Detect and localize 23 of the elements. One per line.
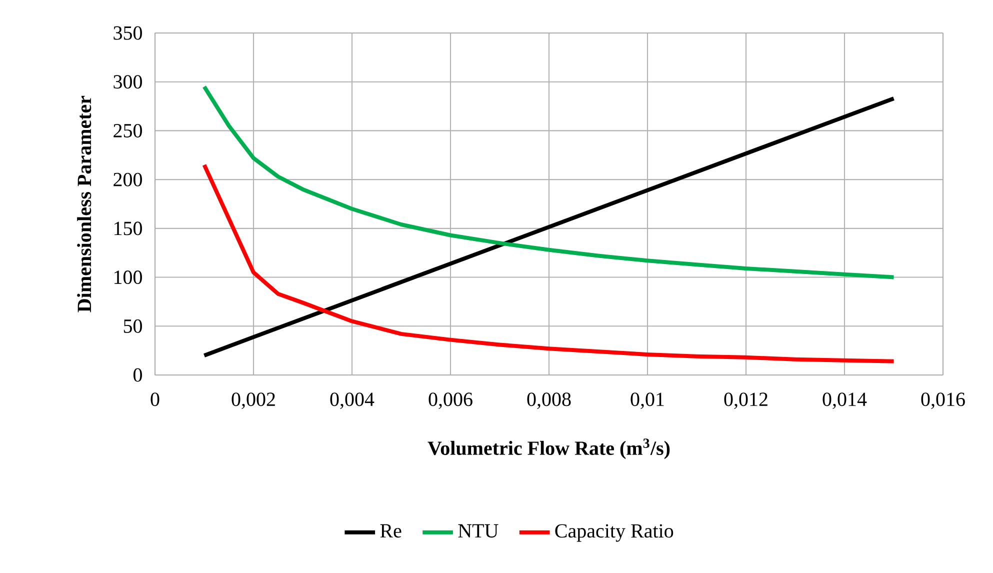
x-tick-label: 0,004 <box>330 392 374 409</box>
legend-label: NTU <box>458 524 498 538</box>
x-tick-label: 0,008 <box>527 392 571 409</box>
y-tick-label: 200 <box>114 172 142 186</box>
x-tick-label: 0,01 <box>630 392 664 409</box>
line-series <box>202 84 896 280</box>
y-tick-label: 350 <box>114 26 142 40</box>
x-tick-label: 0,006 <box>428 392 472 409</box>
y-tick-label: 150 <box>114 222 142 236</box>
legend-label: Capacity Ratio <box>555 524 674 542</box>
y-tick-label: 250 <box>114 124 142 138</box>
y-tick-label: 50 <box>124 319 142 333</box>
y-tick-label: 100 <box>114 270 142 284</box>
y-axis-title: Dimensionless Parameter <box>77 96 92 312</box>
y-tick-label: 300 <box>114 75 142 89</box>
x-tick-label: 0 <box>150 392 160 406</box>
x-tick-label: 0,016 <box>921 392 965 409</box>
x-tick-label: 0,014 <box>822 392 867 409</box>
x-tick-label: 0,012 <box>724 392 768 409</box>
x-tick-label: 0,002 <box>232 392 275 409</box>
legend-label: Re <box>380 524 402 538</box>
y-tick-label: 0 <box>133 368 142 382</box>
x-axis-title: Volumetric Flow Rate (m$^{3}$/s) <box>428 438 670 460</box>
